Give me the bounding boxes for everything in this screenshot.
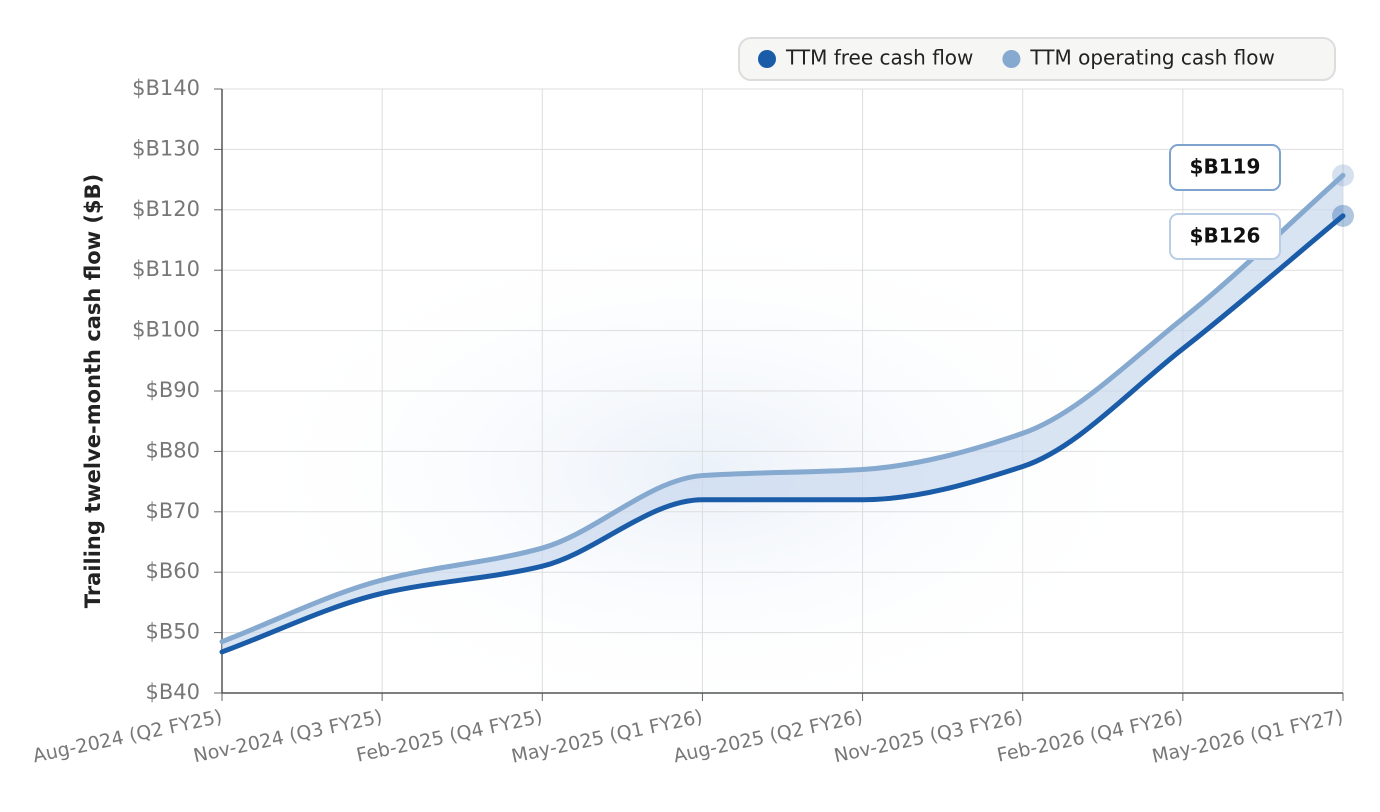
y-tick-label: $B130 — [132, 136, 200, 160]
y-tick-label: $B60 — [146, 559, 201, 583]
y-tick-label: $B140 — [132, 76, 200, 100]
value-label: $B126 — [1190, 224, 1261, 248]
y-tick-label: $B50 — [146, 620, 201, 644]
value-label: $B119 — [1190, 155, 1261, 179]
legend-label: TTM free cash flow — [785, 46, 973, 70]
y-axis-label: Trailing twelve-month cash flow ($B) — [81, 174, 105, 608]
legend-swatch — [758, 50, 776, 68]
legend-box — [738, 37, 1336, 81]
y-tick-label: $B120 — [132, 197, 200, 221]
y-tick-label: $B40 — [146, 680, 201, 704]
series-line — [219, 213, 1346, 655]
background-glow — [220, 210, 1180, 730]
legend-label: TTM operating cash flow — [1029, 46, 1274, 70]
y-tick-label: $B70 — [146, 499, 201, 523]
end-point — [1332, 204, 1354, 227]
value-label-box — [1169, 144, 1281, 191]
value-label-box — [1169, 213, 1281, 260]
end-point — [1332, 164, 1354, 187]
series-line — [219, 172, 1346, 645]
band-area — [222, 175, 1343, 652]
legend-swatch — [1002, 50, 1021, 68]
y-tick-label: $B110 — [132, 257, 200, 281]
y-tick-label: $B80 — [146, 438, 201, 462]
legend: TTM free cash flow TTM operating cash flo… — [738, 37, 1336, 81]
y-tick-label: $B90 — [146, 378, 201, 402]
y-tick-label: $B100 — [132, 318, 200, 342]
